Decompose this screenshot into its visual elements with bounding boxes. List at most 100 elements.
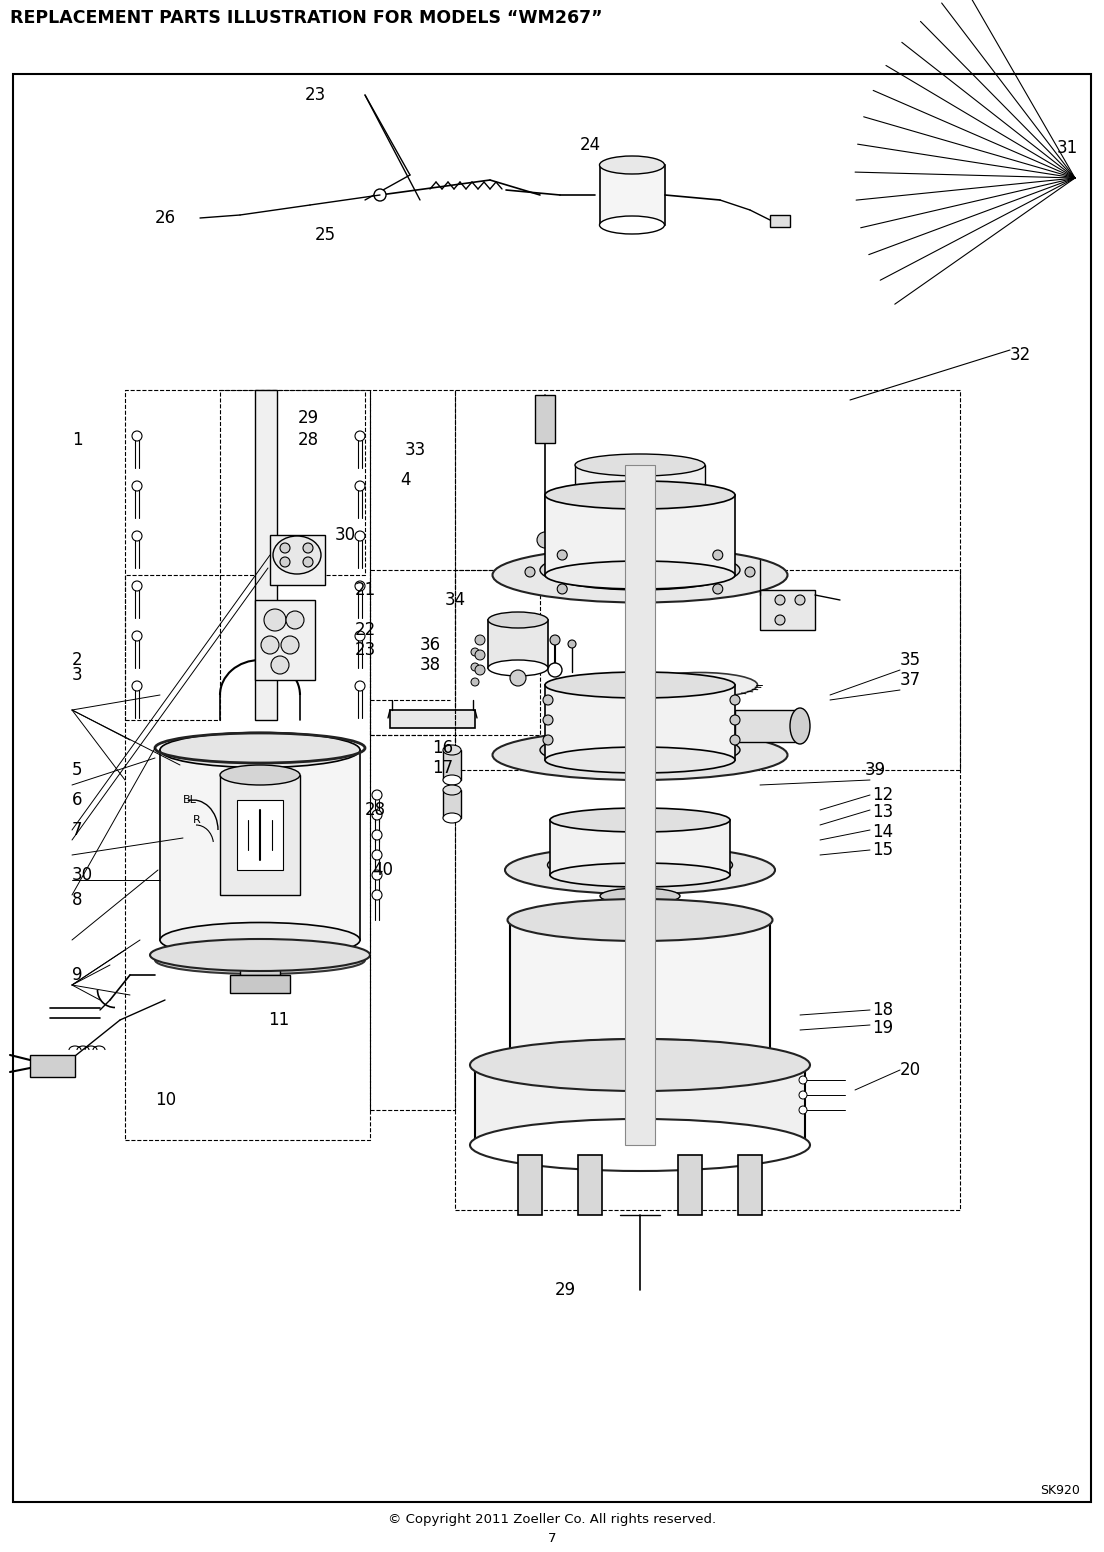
Ellipse shape	[611, 902, 670, 916]
Circle shape	[799, 1091, 807, 1099]
Text: 29: 29	[298, 410, 319, 427]
Text: 9: 9	[72, 965, 83, 984]
Circle shape	[799, 1076, 807, 1083]
Text: 28: 28	[298, 431, 319, 449]
Circle shape	[374, 189, 386, 202]
Ellipse shape	[575, 455, 705, 476]
Circle shape	[799, 1107, 807, 1114]
Circle shape	[775, 615, 785, 625]
Bar	[125, 390, 370, 1141]
Text: 15: 15	[872, 841, 893, 858]
Bar	[518, 1155, 542, 1215]
Ellipse shape	[488, 660, 548, 677]
Text: 21: 21	[355, 580, 376, 599]
Circle shape	[475, 664, 485, 675]
Circle shape	[471, 649, 479, 656]
Bar	[769, 216, 790, 227]
Bar	[255, 390, 277, 720]
Circle shape	[475, 635, 485, 646]
Bar	[735, 709, 800, 742]
Text: 25: 25	[315, 227, 336, 244]
Ellipse shape	[282, 636, 299, 653]
Bar	[475, 1065, 805, 1145]
Circle shape	[372, 889, 382, 900]
Circle shape	[280, 543, 290, 553]
Ellipse shape	[508, 1038, 773, 1082]
Bar	[545, 495, 735, 574]
Ellipse shape	[160, 922, 360, 958]
Bar	[578, 1155, 602, 1215]
Circle shape	[548, 663, 562, 677]
Bar	[370, 570, 540, 736]
Ellipse shape	[545, 747, 735, 773]
Text: 20: 20	[900, 1062, 921, 1079]
Text: 40: 40	[372, 861, 393, 878]
Circle shape	[372, 810, 382, 819]
Circle shape	[730, 695, 740, 705]
Text: REPLACEMENT PARTS ILLUSTRATION FOR MODELS “WM267”: REPLACEMENT PARTS ILLUSTRATION FOR MODEL…	[10, 9, 603, 26]
Circle shape	[730, 736, 740, 745]
Ellipse shape	[261, 636, 279, 653]
Bar	[545, 684, 735, 760]
Text: 36: 36	[420, 636, 442, 653]
Circle shape	[471, 663, 479, 670]
Circle shape	[558, 549, 567, 560]
Text: BL: BL	[183, 795, 197, 805]
Ellipse shape	[599, 216, 665, 234]
Circle shape	[355, 431, 365, 441]
Bar	[237, 799, 283, 871]
Circle shape	[475, 650, 485, 660]
Circle shape	[355, 580, 365, 591]
Bar	[455, 390, 960, 1211]
Bar	[390, 709, 475, 728]
Ellipse shape	[643, 672, 757, 697]
Circle shape	[372, 790, 382, 799]
Text: 37: 37	[900, 670, 921, 689]
Circle shape	[510, 670, 526, 686]
Text: 24: 24	[580, 137, 601, 154]
Bar	[443, 750, 461, 781]
Circle shape	[355, 632, 365, 641]
Bar	[255, 601, 315, 680]
Circle shape	[355, 681, 365, 691]
Circle shape	[355, 481, 365, 490]
Text: 16: 16	[432, 739, 453, 757]
Circle shape	[372, 830, 382, 840]
Ellipse shape	[545, 560, 735, 590]
Circle shape	[543, 695, 553, 705]
Circle shape	[526, 566, 535, 577]
Circle shape	[372, 871, 382, 880]
Text: 22: 22	[355, 621, 376, 639]
Ellipse shape	[443, 813, 461, 823]
Bar	[240, 941, 280, 975]
Circle shape	[132, 681, 142, 691]
Bar	[220, 390, 365, 574]
Bar	[599, 165, 665, 225]
Text: 14: 14	[872, 823, 893, 841]
Circle shape	[302, 557, 314, 566]
Circle shape	[795, 594, 805, 605]
Ellipse shape	[599, 157, 665, 174]
Ellipse shape	[550, 863, 730, 888]
Circle shape	[543, 736, 553, 745]
Text: 5: 5	[72, 760, 83, 779]
Text: 38: 38	[420, 656, 442, 674]
Ellipse shape	[270, 656, 289, 674]
Text: 23: 23	[355, 641, 376, 660]
Text: 12: 12	[872, 785, 893, 804]
Bar	[220, 774, 300, 896]
Text: 4: 4	[400, 470, 411, 489]
Text: R: R	[193, 815, 201, 826]
Circle shape	[132, 632, 142, 641]
Text: 13: 13	[872, 802, 893, 821]
Circle shape	[730, 715, 740, 725]
Ellipse shape	[443, 745, 461, 754]
Ellipse shape	[545, 481, 735, 509]
Text: 18: 18	[872, 1001, 893, 1020]
Circle shape	[372, 850, 382, 860]
Bar	[30, 1055, 75, 1077]
Bar	[160, 750, 360, 941]
Text: 19: 19	[872, 1020, 893, 1037]
Text: 8: 8	[72, 891, 83, 909]
Bar	[760, 590, 815, 630]
